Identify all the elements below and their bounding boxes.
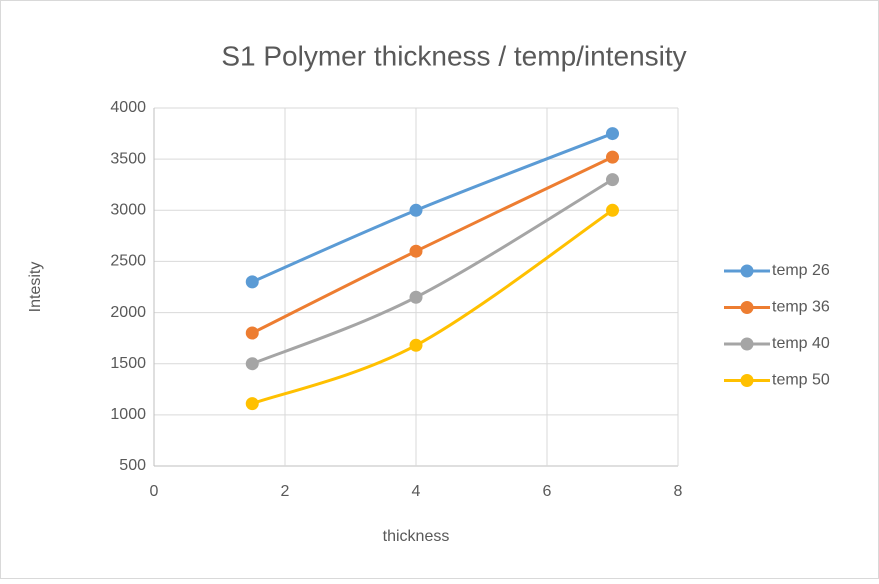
y-tick-label: 500 xyxy=(119,457,146,474)
y-axis-label: Intesity xyxy=(27,262,44,313)
x-axis-label: thickness xyxy=(383,528,450,545)
data-point xyxy=(245,275,259,289)
data-point xyxy=(409,290,423,304)
data-point xyxy=(409,203,423,217)
y-tick-label: 4000 xyxy=(110,99,146,116)
legend-swatch-marker xyxy=(740,337,754,351)
x-tick-label: 4 xyxy=(412,483,421,500)
x-tick-label: 2 xyxy=(281,483,290,500)
data-point xyxy=(409,244,423,258)
data-point xyxy=(606,150,619,164)
data-point xyxy=(245,326,259,340)
y-tick-label: 2000 xyxy=(110,304,146,321)
data-point xyxy=(245,357,259,371)
x-tick-label: 0 xyxy=(150,483,159,500)
legend-swatch-marker xyxy=(740,374,754,387)
legend-label: temp 26 xyxy=(772,262,830,279)
legend-swatch-marker xyxy=(740,301,754,314)
x-tick-label: 6 xyxy=(543,483,552,500)
legend-label: temp 36 xyxy=(772,299,830,316)
legend-swatch-marker xyxy=(740,264,754,278)
x-tick-label: 8 xyxy=(674,483,683,500)
data-point xyxy=(409,338,423,352)
data-point xyxy=(606,203,619,217)
data-point xyxy=(606,173,619,187)
y-tick-label: 3500 xyxy=(110,150,146,167)
data-point xyxy=(245,397,259,411)
legend-label: temp 50 xyxy=(772,372,830,389)
y-tick-label: 3000 xyxy=(110,202,146,219)
legend-label: temp 40 xyxy=(772,335,830,352)
y-tick-label: 2500 xyxy=(110,253,146,270)
data-point xyxy=(606,127,619,141)
y-tick-label: 1000 xyxy=(110,406,146,423)
chart-title: S1 Polymer thickness / temp/intensity xyxy=(221,40,686,71)
y-tick-label: 1500 xyxy=(110,355,146,372)
